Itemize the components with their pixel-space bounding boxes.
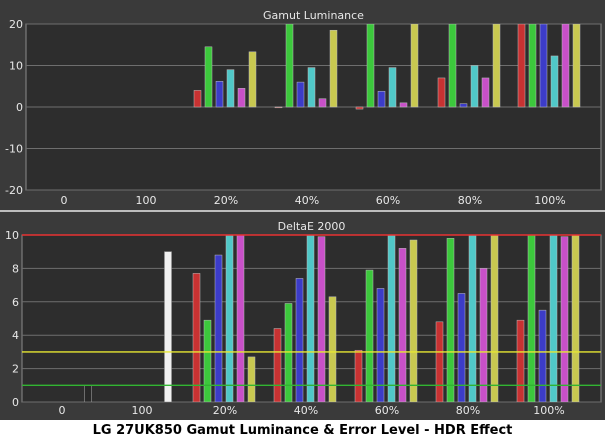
bar-red xyxy=(437,77,446,108)
bar-blue xyxy=(457,293,466,402)
bar-neutral xyxy=(164,251,172,402)
bar-cyan xyxy=(225,235,234,402)
bar-blue xyxy=(377,90,386,108)
panel-divider xyxy=(0,210,605,212)
x-tick-label: 100% xyxy=(534,194,565,207)
bar-blue xyxy=(538,309,547,402)
bar-magenta xyxy=(236,235,245,402)
y-tick-label: 0 xyxy=(12,396,19,409)
bar-cyan xyxy=(306,235,315,402)
bar-magenta xyxy=(481,77,490,108)
x-tick-label: 100 xyxy=(136,194,157,207)
bars-group xyxy=(193,24,581,110)
bar-green xyxy=(366,24,375,108)
bar-magenta xyxy=(318,98,327,108)
y-tick-label: 20 xyxy=(9,18,23,31)
bar-yellow xyxy=(572,24,581,108)
bar-cyan xyxy=(307,67,316,108)
bar-green xyxy=(204,46,213,108)
bar-cyan xyxy=(470,65,479,108)
x-tick-label: 0 xyxy=(61,194,68,207)
bar-magenta xyxy=(560,236,569,402)
bar-red xyxy=(516,319,525,402)
chart-title: Gamut Luminance xyxy=(263,9,364,22)
figure-caption: LG 27UK850 Gamut Luminance & Error Level… xyxy=(0,420,605,441)
bar-magenta xyxy=(399,102,408,108)
bar-yellow xyxy=(328,296,337,402)
bar-green xyxy=(203,319,212,402)
bar-red xyxy=(274,106,283,109)
x-tick-label: 80% xyxy=(456,404,480,417)
bar-magenta xyxy=(398,248,407,402)
bar-cyan xyxy=(549,235,558,402)
bar-red xyxy=(355,106,364,110)
bar-magenta xyxy=(317,236,326,402)
bars-group xyxy=(84,235,580,402)
bar-red xyxy=(192,273,201,402)
x-tick-label: 60% xyxy=(376,194,400,207)
bar-yellow xyxy=(248,51,257,108)
y-tick-label: 10 xyxy=(5,229,19,242)
x-tick-label: 0 xyxy=(59,404,66,417)
bar-green xyxy=(285,24,294,108)
y-tick-label: 6 xyxy=(12,296,19,309)
bar-green xyxy=(528,24,537,108)
x-tick-label: 40% xyxy=(294,404,318,417)
bar-magenta xyxy=(561,24,570,108)
x-tick-label: 40% xyxy=(295,194,319,207)
bar-red xyxy=(517,24,526,108)
bar-cyan xyxy=(226,69,235,108)
bar-blue xyxy=(214,254,223,402)
y-tick-label: 2 xyxy=(12,363,19,376)
bar-neutral xyxy=(84,384,92,402)
bar-red xyxy=(273,328,282,402)
bar-red xyxy=(354,349,363,402)
bar-blue xyxy=(376,288,385,402)
bar-yellow xyxy=(571,235,580,402)
bar-green xyxy=(527,235,536,402)
bar-blue xyxy=(295,278,304,402)
y-tick-label: -20 xyxy=(5,184,23,197)
y-tick-label: 4 xyxy=(12,329,19,342)
bar-yellow xyxy=(490,235,499,402)
bar-blue xyxy=(539,24,548,108)
bar-yellow xyxy=(409,239,418,402)
x-tick-label: 100 xyxy=(132,404,153,417)
bar-cyan xyxy=(388,67,397,108)
bar-magenta xyxy=(479,268,488,402)
x-tick-label: 80% xyxy=(458,194,482,207)
bar-yellow xyxy=(329,29,338,108)
bar-green xyxy=(448,24,457,108)
bar-magenta xyxy=(237,88,246,108)
bar-blue xyxy=(215,81,224,108)
y-tick-label: 10 xyxy=(9,60,23,73)
bar-red xyxy=(435,321,444,402)
y-tick-label: 8 xyxy=(12,262,19,275)
bar-yellow xyxy=(410,24,419,108)
chart-title: DeltaE 2000 xyxy=(278,220,346,233)
bar-cyan xyxy=(387,235,396,402)
x-tick-label: 100% xyxy=(533,404,564,417)
bar-yellow xyxy=(247,356,256,402)
x-tick-label: 60% xyxy=(375,404,399,417)
bar-green xyxy=(446,238,455,402)
bar-green xyxy=(284,303,293,402)
bar-red xyxy=(193,90,202,108)
bar-blue xyxy=(296,81,305,108)
y-tick-label: -10 xyxy=(5,143,23,156)
bar-cyan xyxy=(550,55,559,108)
bar-blue xyxy=(459,103,468,108)
bar-cyan xyxy=(468,235,477,402)
bar-yellow xyxy=(492,24,501,108)
x-tick-label: 20% xyxy=(214,194,238,207)
y-tick-label: 0 xyxy=(16,101,23,114)
bar-green xyxy=(365,269,374,402)
x-tick-label: 20% xyxy=(213,404,237,417)
